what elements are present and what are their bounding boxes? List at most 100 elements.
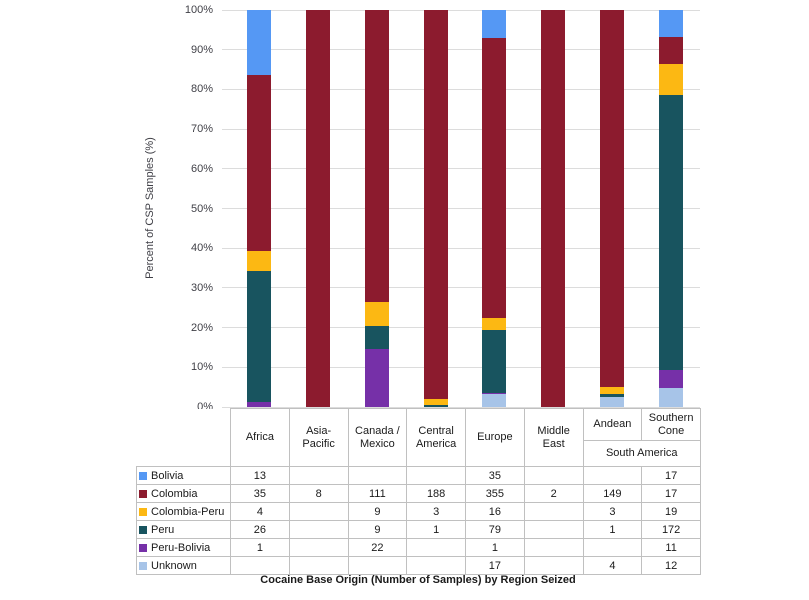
grid-line (222, 366, 700, 368)
bar-segment-colombia (423, 10, 448, 399)
legend-cell: Colombia-Peru (136, 502, 231, 521)
bar-middle-east (541, 10, 566, 407)
value-cell: 16 (465, 502, 525, 521)
column-header-asia-pacific: Asia- Pacific (288, 408, 349, 467)
table-row-unknown: Unknown 17 4 12 (136, 556, 701, 575)
value-cell (523, 502, 584, 521)
grid-line (222, 128, 700, 130)
y-tick-label: 40% (190, 242, 213, 255)
legend-label: Peru (151, 523, 175, 536)
column-header-canada-mexico: Canada / Mexico (347, 408, 408, 467)
value-cell: 9 (347, 502, 408, 521)
column-header-middle-east: Middle East (523, 408, 584, 467)
legend-swatch-icon (139, 525, 147, 534)
bar-africa (247, 10, 272, 407)
value-cell: 355 (465, 484, 525, 503)
grid-line (222, 247, 700, 249)
bar-segment-colombia-peru (599, 386, 624, 395)
grid-line (222, 208, 700, 209)
bar-segment-colombia-peru (423, 398, 448, 405)
value-cell: 17 (465, 556, 525, 575)
value-cell (523, 538, 584, 557)
value-cell: 13 (230, 466, 290, 485)
bar-segment-peru (247, 271, 272, 402)
legend-label: Peru-Bolivia (151, 541, 211, 554)
table-corner-blank (136, 408, 231, 467)
bar-segment-peru (423, 404, 448, 407)
value-cell (523, 556, 584, 575)
column-header-southern-cone: Southern Cone (641, 408, 701, 441)
legend-cell: Colombia (136, 484, 231, 503)
value-cell: 111 (347, 484, 408, 503)
legend-cell: Unknown (136, 556, 231, 575)
value-cell (288, 556, 349, 575)
value-cell: 1 (465, 538, 525, 557)
legend-label: Colombia (151, 487, 198, 500)
bar-segment-colombia-peru (247, 251, 272, 272)
value-cell: 12 (641, 556, 701, 575)
bar-segment-peru-bolivia (482, 392, 507, 394)
bar-segment-peru (599, 394, 624, 397)
bar-segment-peru-bolivia (364, 349, 389, 407)
legend-label: Unknown (151, 559, 197, 572)
value-cell: 35 (230, 484, 290, 503)
column-header-andean: Andean (582, 408, 643, 441)
y-tick-label: 20% (190, 321, 213, 334)
bar-segment-unknown (658, 387, 683, 407)
legend-label: Colombia-Peru (151, 505, 225, 518)
legend-swatch-icon (139, 471, 147, 480)
value-cell (523, 466, 584, 485)
legend-swatch-icon (139, 507, 147, 516)
value-cell: 26 (230, 520, 290, 539)
value-cell: 4 (582, 556, 643, 575)
bar-asia-pacific (306, 10, 331, 407)
value-cell: 9 (347, 520, 408, 539)
value-cell: 17 (641, 484, 701, 503)
y-tick-label: 50% (190, 202, 213, 215)
value-cell (406, 466, 466, 485)
plot-area (222, 9, 700, 408)
column-header-africa: Africa (230, 408, 290, 467)
bar-segment-colombia (247, 75, 272, 252)
legend-swatch-icon (139, 561, 147, 570)
bar-andean (599, 10, 624, 407)
bar-southern-cone (658, 10, 683, 407)
value-cell: 3 (582, 502, 643, 521)
value-cell: 35 (465, 466, 525, 485)
bar-segment-peru-bolivia (658, 370, 683, 388)
bar-segment-colombia-peru (658, 64, 683, 95)
bar-segment-bolivia (658, 10, 683, 38)
bar-segment-colombia-peru (364, 301, 389, 326)
bar-segment-bolivia (247, 10, 272, 76)
bar-segment-colombia (599, 10, 624, 387)
value-cell (288, 502, 349, 521)
grid-line (222, 168, 700, 170)
bar-segment-colombia (658, 37, 683, 65)
grid-line (222, 9, 700, 11)
y-tick-label: 80% (190, 83, 213, 96)
y-tick-label: 60% (190, 162, 213, 175)
table-row-colombia: Colombia 35 8 111 188 355 2 149 17 (136, 484, 701, 503)
bar-segment-bolivia (482, 10, 507, 38)
y-tick-label: 70% (190, 123, 213, 136)
value-cell: 19 (641, 502, 701, 521)
value-cell: 172 (641, 520, 701, 539)
legend-label: Bolivia (151, 469, 184, 482)
column-header-central-america: Central America (406, 408, 466, 467)
value-cell: 17 (641, 466, 701, 485)
data-table: Africa Asia- Pacific Canada / Mexico Central A… (136, 408, 701, 575)
y-tick-label: 30% (190, 281, 213, 294)
grid-line (222, 406, 700, 408)
y-axis-tick-labels: 0% 10% 20% 30% 40% 50% 60% 70% 80% 90% 100% (148, 4, 213, 413)
bar-segment-colombia (541, 10, 566, 407)
group-header-south-america: South America (582, 440, 701, 467)
bar-segment-colombia (306, 10, 331, 407)
chart-title: Cocaine Base Origin (Number of Samples) … (260, 574, 576, 586)
value-cell (288, 466, 349, 485)
table-row-peru: Peru 26 9 1 79 1 172 (136, 520, 701, 539)
grid-line (222, 327, 700, 329)
bar-segment-unknown (599, 396, 624, 407)
value-cell (582, 538, 643, 557)
bar-canada-mexico (364, 10, 389, 407)
